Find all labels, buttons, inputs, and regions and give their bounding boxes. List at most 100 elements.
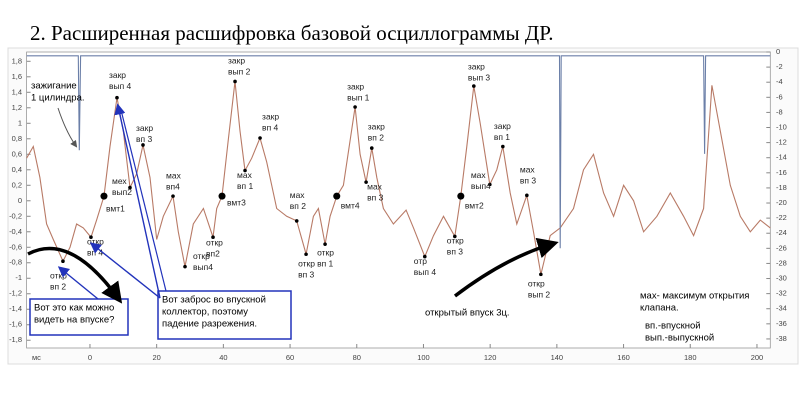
point-label: вып 2: [528, 290, 551, 300]
point-label: откр: [317, 247, 334, 257]
point-label: откр: [193, 251, 210, 261]
note-text: мах- максимум открытия: [640, 291, 749, 302]
note-text: коллектор, поэтому: [162, 307, 248, 318]
point-label: вып4: [471, 181, 491, 191]
x-tick-label: 160: [617, 353, 630, 362]
marker-point: [211, 235, 215, 239]
point-label: закр: [368, 121, 385, 131]
y2-tick-label: -36: [776, 319, 787, 328]
x-tick-label: 80: [353, 353, 361, 362]
point-label: вмт1: [106, 203, 125, 213]
y2-tick-label: -4: [776, 77, 783, 86]
marker-point: [243, 168, 247, 173]
y-tick-label: 1: [18, 118, 22, 127]
y2-tick-label: -16: [776, 168, 787, 177]
point-label: вп2: [206, 248, 220, 258]
note-text: вып.-выпускной: [645, 333, 714, 344]
marker-point: [171, 194, 175, 198]
point-label: мах: [367, 181, 383, 191]
point-label: вп4: [166, 181, 180, 191]
point-label: вп 3: [136, 134, 152, 144]
point-label: вп 4: [87, 247, 103, 257]
point-label: вп 3: [447, 247, 463, 257]
point-label: откр: [50, 270, 67, 280]
y-tick-label: 0,8: [12, 134, 22, 143]
marker-point: [115, 95, 119, 100]
marker-point: [353, 105, 357, 109]
y-tick-label: -1,4: [9, 304, 22, 313]
y2-tick-label: -26: [776, 243, 787, 252]
note-text: зажигание: [31, 81, 77, 92]
marker-point: [369, 146, 374, 150]
y2-tick-label: -20: [776, 198, 787, 207]
x-tick-label: 20: [152, 353, 160, 362]
point-label: вп 3: [520, 176, 536, 186]
point-label: закр: [347, 81, 364, 91]
point-label: вып 3: [468, 72, 491, 82]
x-tick-label: 60: [286, 353, 294, 362]
note-text: вп.-впускной: [645, 321, 701, 332]
x-tick-label: 180: [684, 353, 697, 362]
y2-tick-label: -38: [776, 334, 787, 343]
point-label: откр: [87, 236, 104, 246]
point-label: вып 2: [228, 67, 251, 77]
point-label: вып 1: [347, 92, 370, 102]
point-label: закр: [109, 70, 126, 80]
y-tick-label: 0: [18, 196, 22, 205]
marker-point: [453, 234, 457, 239]
point-label: вп 3: [367, 192, 383, 202]
y2-tick-label: -14: [776, 153, 787, 162]
point-label: вмт4: [341, 200, 360, 210]
point-label: закр: [494, 121, 511, 131]
point-label: отр: [414, 256, 427, 266]
point-label: откр: [206, 237, 223, 247]
point-label: вп 1: [237, 181, 253, 191]
point-label: мах: [471, 170, 487, 180]
y-tick-label: 1,8: [12, 56, 22, 65]
note-text: открытый впуск 3ц.: [425, 308, 510, 319]
note-text: падение разрежения.: [162, 319, 257, 330]
y-tick-label: -1,6: [9, 320, 22, 329]
marker-point: [364, 180, 368, 184]
marker-point: [457, 192, 465, 200]
x-tick-label: 100: [417, 353, 430, 362]
marker-point: [183, 264, 187, 269]
point-label: откр: [447, 236, 464, 246]
x-tick-label: 200: [751, 353, 764, 362]
marker-point: [100, 192, 108, 200]
note-text: Вот это как можно: [34, 303, 114, 314]
point-label: вмт2: [465, 200, 484, 210]
y2-tick-label: -30: [776, 274, 787, 283]
point-label: вп 2: [290, 201, 306, 211]
point-label: мах: [166, 170, 182, 180]
y2-tick-label: -12: [776, 138, 787, 147]
marker-point: [422, 254, 427, 259]
point-label: вп 3: [298, 269, 314, 279]
point-label: вмт3: [227, 197, 246, 207]
marker-point: [218, 192, 226, 200]
y2-tick-label: -22: [776, 213, 787, 222]
point-label: откр: [528, 279, 545, 289]
y2-tick-label: -2: [776, 62, 783, 71]
point-label: откр: [298, 258, 315, 268]
y-tick-label: 1,4: [12, 87, 22, 96]
marker-point: [539, 272, 543, 277]
marker-point: [89, 235, 93, 239]
marker-point: [294, 219, 299, 223]
note-text: 1 цилиндра.: [31, 93, 85, 104]
point-label: вып 4: [414, 267, 437, 277]
point-label: мех: [112, 176, 127, 186]
point-label: вп 1: [494, 132, 510, 142]
y2-tick-label: -34: [776, 304, 787, 313]
point-label: закр: [228, 56, 245, 66]
marker-point: [472, 84, 476, 88]
marker-point: [233, 79, 237, 84]
y-tick-label: -1: [15, 273, 22, 282]
marker-point: [61, 259, 65, 264]
x-axis-label: мс: [32, 353, 41, 362]
y-tick-label: -0,8: [9, 258, 22, 267]
y-tick-label: 0,6: [12, 149, 22, 158]
point-label: вп 2: [50, 281, 66, 291]
y2-tick-label: -28: [776, 258, 787, 267]
